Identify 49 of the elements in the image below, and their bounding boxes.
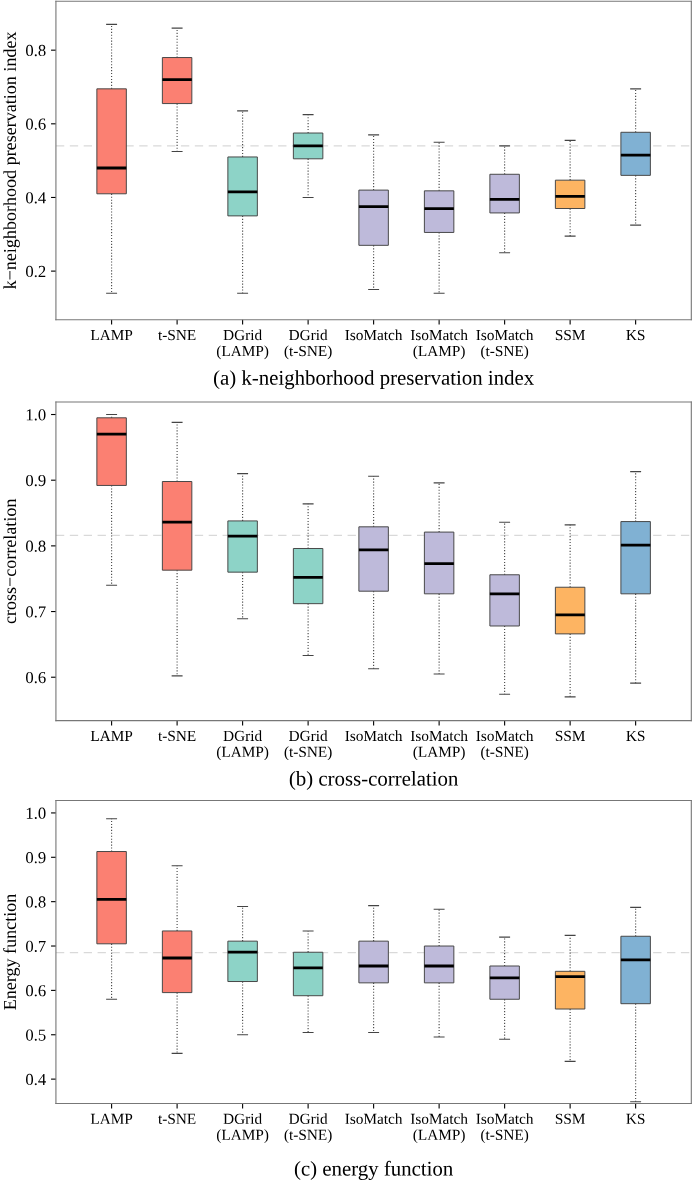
y-axis-title: k−neighborhood preservation index — [3, 31, 20, 290]
text: (c) energy function — [294, 1160, 453, 1180]
x-tick-label: IsoMatch (t-SNE) — [476, 730, 534, 761]
x-tick-label: IsoMatch — [345, 1113, 403, 1124]
x-tick-label: LAMP — [90, 1113, 133, 1124]
y-axis-title: Energy function — [3, 894, 20, 1010]
text: (b) cross-correlation — [289, 771, 459, 790]
x-tick-label: LAMP — [90, 329, 133, 341]
y-tick-label: 0.7 — [26, 606, 46, 618]
x-tick-label: IsoMatch (LAMP) — [410, 1113, 468, 1144]
y-tick-label: 0.2 — [26, 265, 46, 278]
x-tick-label: KS — [626, 329, 645, 341]
x-tick-label: IsoMatch — [345, 730, 403, 742]
y-tick-label: 0.9 — [26, 474, 46, 487]
y-tick-label: 0.8 — [26, 44, 46, 57]
y-tick-label: 0.6 — [26, 118, 46, 130]
y-tick-label: 1.0 — [26, 409, 46, 421]
x-tick-label: DGrid (t-SNE) — [284, 1113, 332, 1144]
x-tick-label: t-SNE — [158, 1113, 196, 1124]
y-tick-label: 0.8 — [26, 896, 46, 908]
x-tick-label: DGrid (LAMP) — [216, 730, 269, 761]
x-tick-label: IsoMatch (LAMP) — [410, 730, 468, 761]
x-tick-label: LAMP — [90, 730, 133, 741]
y-tick-label: 1.0 — [26, 807, 46, 819]
x-tick-label: SSM — [555, 329, 585, 341]
x-tick-label: t-SNE — [158, 730, 196, 742]
y-tick-label: 0.9 — [26, 851, 46, 864]
x-tick-label: IsoMatch — [345, 329, 403, 341]
x-tick-label: IsoMatch (LAMP) — [410, 329, 468, 360]
y-tick-label: 0.8 — [26, 540, 46, 552]
x-tick-label: SSM — [555, 730, 585, 742]
y-axis-title: cross−correlation — [3, 498, 17, 624]
y-tick-label: 0.4 — [26, 1073, 46, 1086]
x-tick-label: DGrid (LAMP) — [216, 329, 269, 360]
text: (a) k-neighborhood preservation index — [213, 370, 534, 390]
x-tick-label: DGrid (LAMP) — [216, 1113, 269, 1144]
y-tick-label: 0.4 — [26, 192, 46, 204]
y-tick-label: 0.6 — [26, 671, 46, 684]
x-tick-label: KS — [626, 730, 645, 742]
x-tick-label: IsoMatch (t-SNE) — [476, 1113, 534, 1144]
x-tick-label: IsoMatch (t-SNE) — [476, 329, 534, 360]
y-tick-label: 0.6 — [26, 985, 46, 997]
x-tick-label: DGrid (t-SNE) — [284, 730, 332, 761]
y-tick-label: 0.5 — [26, 1029, 46, 1041]
x-tick-label: DGrid (t-SNE) — [284, 329, 332, 360]
y-tick-label: 0.7 — [26, 940, 46, 953]
x-tick-label: KS — [626, 1113, 645, 1124]
x-tick-label: SSM — [555, 1113, 585, 1124]
x-tick-label: t-SNE — [158, 329, 196, 341]
